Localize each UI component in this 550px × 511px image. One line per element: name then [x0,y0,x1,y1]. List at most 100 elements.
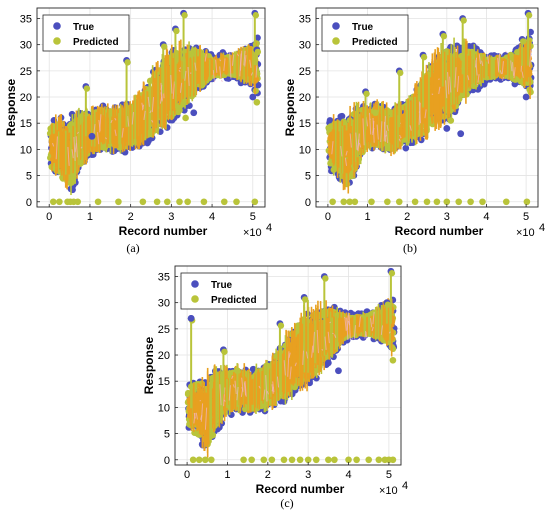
trace-line [160,92,163,101]
trace-line [236,53,240,57]
zero-predicted-point [49,198,57,206]
trace-line [178,69,181,72]
trace-line [143,110,146,121]
zero-predicted-point [94,198,102,206]
trace-line [80,146,83,149]
trace-line [110,119,113,124]
y-tick-label: 25 [20,66,32,78]
true-point [338,112,346,120]
x-tick-label: 1 [87,211,93,223]
trace-line [151,96,155,113]
trace-line [76,131,80,134]
y-tick-label: 5 [26,171,32,183]
true-point [254,34,261,42]
point-cloud [46,9,262,206]
trace-line [231,54,235,66]
trace-line [114,117,117,121]
spike-predicted-point [254,48,262,56]
legend-marker-predicted [53,37,61,45]
x-exponent-label: ×10 [243,227,262,239]
x-tick-label: 4 [209,211,215,223]
trace-line [204,53,207,62]
legend-box [42,14,130,52]
trace-line [179,67,182,70]
trace-line [249,59,252,68]
y-tick-label: 10 [20,144,32,156]
y-tick-label: 20 [20,92,32,104]
zero-predicted-point [233,198,240,206]
trace-line [179,82,183,93]
outlier-true-point [249,93,257,101]
trace-line [75,136,78,158]
y-tick-label: 0 [26,197,32,209]
y-axis-label: Response [4,79,18,137]
y-tick-label: 15 [20,118,32,130]
trace-line [147,96,150,107]
trace-line [170,74,173,94]
trace-line [97,132,100,145]
trace-line [131,112,134,125]
trace-line [67,146,70,166]
zero-predicted-point [139,198,147,206]
trace-line [250,72,254,76]
trace-line [127,116,130,127]
y-tick-label: 35 [20,13,32,25]
outlier-predicted-point [182,114,189,122]
predicted-point [252,87,260,95]
spike-predicted-point [83,85,91,92]
trace-line [52,142,55,147]
true-point [418,136,425,144]
y-tick-label: 30 [20,40,32,52]
trace-line [172,81,175,99]
legend-label-true: True [73,22,95,33]
trace-line [220,79,223,83]
panel-label: (a) [126,241,139,255]
trace-line [93,124,96,136]
zero-predicted-point [153,198,161,206]
trace-line [194,62,197,71]
trace-line [215,59,218,73]
trace-line [121,127,124,138]
spike-predicted-point [173,27,180,35]
trace-line [73,136,76,161]
outlier-predicted-point [253,98,261,106]
zero-predicted-point [56,198,63,206]
x-tick-label: 5 [250,211,256,223]
spike-predicted-point [181,12,188,19]
trace-line [55,136,58,160]
zero-predicted-point [74,198,82,206]
trace-line [149,110,152,114]
zero-predicted-point [200,198,208,206]
trace-line [104,137,107,140]
zero-predicted-point [115,198,122,206]
x-axis-label: Record number [119,224,208,238]
axes-box [36,7,266,208]
trace-line [98,119,101,131]
zero-predicted-point [251,198,259,206]
spike-predicted-point [161,43,168,50]
true-point [121,148,129,156]
x-tick-label: 0 [46,211,52,223]
x-tick-label: 3 [168,211,174,223]
trace-line [71,149,74,159]
outlier-true-point [190,109,198,117]
x-exponent-power: 4 [266,222,272,234]
spike-predicted-point [252,12,260,19]
trace-line [212,70,216,83]
trace-line [187,66,190,86]
point-cloud [325,9,535,206]
outlier-true-point [88,132,96,140]
trace-line [219,66,222,79]
x-tick-label: 2 [128,211,134,223]
zero-predicted-point [184,198,191,206]
trace-line [243,50,246,66]
zero-predicted-point [163,198,171,206]
trace-line [219,59,222,62]
zero-predicted-point [220,198,228,206]
trace-line [159,97,163,104]
zero-predicted-point [176,198,183,206]
trace-line [244,55,247,67]
